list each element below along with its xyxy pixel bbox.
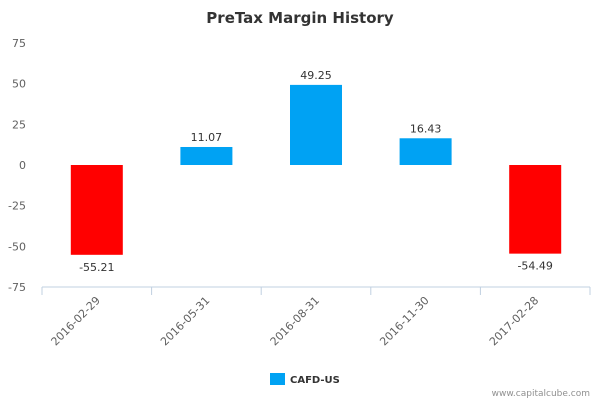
y-tick-label: 25	[12, 118, 26, 131]
y-tick-label: 50	[12, 78, 26, 91]
data-label: -55.21	[79, 261, 114, 274]
x-tick-label: 2016-02-29	[49, 294, 103, 348]
bar-2016-02-29[interactable]	[70, 165, 123, 255]
x-tick-label: 2016-05-31	[158, 294, 212, 348]
y-tick-label: -50	[8, 240, 26, 253]
y-tick-label: -25	[8, 200, 26, 213]
data-label: 16.43	[410, 122, 442, 135]
bar-2017-02-28[interactable]	[509, 165, 562, 254]
legend-label: CAFD-US	[290, 375, 340, 386]
credit-link[interactable]: www.capitalcube.com	[492, 389, 590, 399]
legend[interactable]: CAFD-US	[270, 373, 340, 386]
data-label: 49.25	[300, 69, 332, 82]
bar-2016-05-31[interactable]	[180, 146, 233, 165]
y-tick-label: 0	[19, 159, 26, 172]
bar-2016-11-30[interactable]	[399, 138, 452, 165]
bars	[70, 84, 562, 255]
x-tick-label: 2016-08-31	[268, 294, 322, 348]
data-labels: -55.21 11.07 49.25 16.43 -54.49	[79, 69, 553, 274]
x-tick-label: 2016-11-30	[377, 294, 431, 348]
data-label: 11.07	[191, 131, 223, 144]
chart-title: PreTax Margin History	[206, 9, 394, 27]
y-axis: 75 50 25 0 -25 -50 -75	[8, 37, 26, 294]
x-axis: 2016-02-29 2016-05-31 2016-08-31 2016-11-30…	[41, 287, 591, 348]
data-label: -54.49	[517, 260, 552, 273]
bar-2016-08-31[interactable]	[290, 84, 342, 165]
y-tick-label: -75	[8, 281, 26, 294]
x-tick-label: 2017-02-28	[487, 294, 541, 348]
y-tick-label: 75	[12, 37, 26, 50]
legend-swatch	[270, 373, 285, 385]
